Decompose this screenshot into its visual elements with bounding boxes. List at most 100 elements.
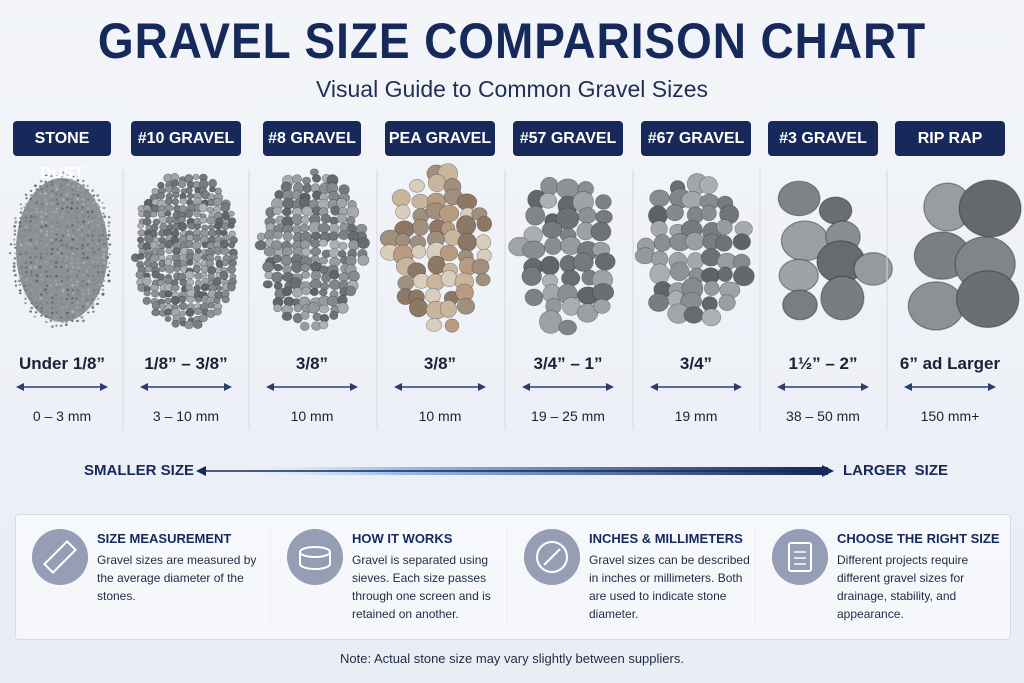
stone bbox=[50, 194, 53, 197]
stone bbox=[273, 263, 283, 272]
arrow-head bbox=[266, 383, 274, 391]
stone bbox=[55, 188, 59, 191]
stone bbox=[72, 185, 75, 188]
stone bbox=[172, 191, 180, 199]
stone bbox=[102, 221, 106, 224]
stone bbox=[19, 253, 22, 256]
stone bbox=[158, 236, 167, 244]
stone bbox=[85, 270, 89, 273]
stone bbox=[50, 183, 53, 186]
stone bbox=[171, 198, 180, 206]
stone bbox=[65, 311, 69, 315]
stone bbox=[669, 261, 690, 282]
stone bbox=[75, 247, 78, 250]
stone bbox=[101, 255, 105, 259]
stone bbox=[439, 204, 460, 223]
stone bbox=[29, 310, 32, 313]
stone bbox=[108, 230, 111, 233]
stone bbox=[28, 283, 32, 287]
note: Note: Actual stone size may vary slightl… bbox=[340, 651, 684, 666]
stone bbox=[19, 239, 22, 242]
stone bbox=[198, 203, 208, 213]
stone bbox=[51, 307, 54, 310]
stone bbox=[302, 183, 312, 193]
stone bbox=[54, 265, 58, 269]
stone bbox=[61, 270, 64, 273]
stone bbox=[80, 315, 84, 319]
stone bbox=[293, 303, 303, 313]
stone bbox=[60, 252, 64, 255]
stone bbox=[164, 204, 174, 212]
stone bbox=[40, 307, 43, 310]
stone bbox=[337, 302, 349, 314]
stone bbox=[33, 192, 37, 196]
stone bbox=[39, 243, 42, 246]
stone bbox=[262, 261, 274, 273]
stone bbox=[158, 265, 167, 273]
stone bbox=[8, 252, 12, 255]
arrow-head bbox=[196, 466, 206, 476]
stone bbox=[13, 257, 17, 260]
stone bbox=[24, 266, 28, 269]
stone bbox=[595, 210, 613, 225]
arrow-head bbox=[522, 383, 530, 391]
stone bbox=[55, 175, 58, 178]
stone bbox=[193, 223, 202, 230]
stone bbox=[70, 197, 74, 201]
stone bbox=[86, 193, 89, 196]
stone bbox=[590, 221, 612, 242]
stone bbox=[12, 265, 16, 269]
stone bbox=[25, 197, 28, 200]
stone bbox=[475, 234, 492, 251]
stone bbox=[34, 221, 37, 224]
stone bbox=[97, 274, 101, 277]
stone bbox=[70, 246, 73, 250]
stone bbox=[76, 234, 80, 237]
stone bbox=[71, 292, 75, 295]
stone bbox=[539, 310, 563, 334]
stone bbox=[71, 306, 75, 310]
stone bbox=[18, 256, 21, 259]
stone bbox=[40, 246, 44, 250]
stone bbox=[85, 252, 89, 255]
stone bbox=[18, 224, 22, 228]
stone bbox=[23, 229, 27, 232]
mm-size: 10 mm bbox=[418, 408, 462, 424]
stone bbox=[28, 248, 32, 251]
stone bbox=[24, 220, 28, 223]
stone bbox=[82, 188, 85, 191]
stone bbox=[150, 253, 160, 263]
stone bbox=[357, 254, 370, 266]
stone bbox=[135, 270, 145, 279]
stone bbox=[75, 252, 78, 254]
stone bbox=[71, 189, 74, 192]
arrow-head bbox=[478, 383, 486, 391]
stone bbox=[45, 297, 49, 300]
stone-pile bbox=[508, 177, 616, 336]
stone bbox=[85, 297, 89, 301]
stone bbox=[206, 259, 215, 268]
stone bbox=[271, 271, 284, 284]
stone bbox=[102, 228, 106, 232]
stone bbox=[70, 215, 74, 218]
stone bbox=[544, 237, 563, 255]
stone bbox=[101, 201, 104, 204]
stone bbox=[18, 275, 22, 278]
stone bbox=[40, 293, 43, 296]
stone bbox=[39, 180, 43, 183]
card-title: INCHES & MILLIMETERS bbox=[589, 531, 743, 546]
stone bbox=[19, 211, 23, 214]
stone bbox=[338, 272, 350, 282]
stone bbox=[66, 229, 70, 233]
stone bbox=[44, 265, 47, 269]
stone bbox=[101, 284, 105, 287]
stone bbox=[107, 216, 111, 219]
stone bbox=[29, 291, 33, 295]
stone bbox=[409, 179, 425, 193]
stone bbox=[280, 255, 293, 267]
stone-pile bbox=[907, 179, 1022, 331]
stone bbox=[45, 233, 48, 237]
stone bbox=[193, 320, 203, 330]
stone bbox=[75, 297, 79, 300]
